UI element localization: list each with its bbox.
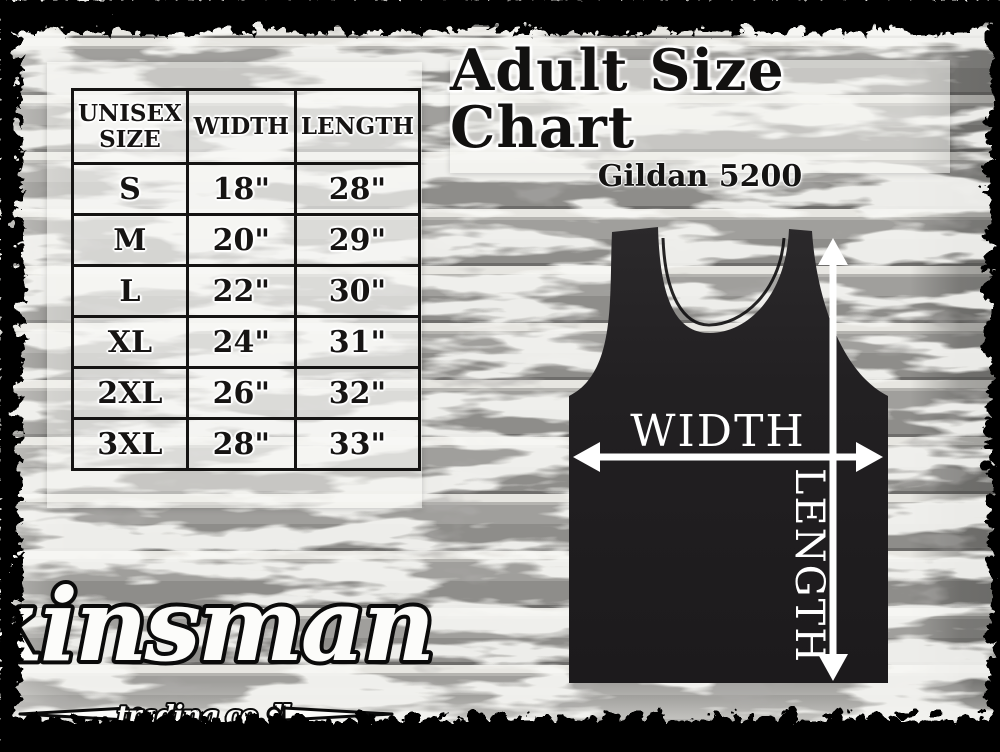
flourish-right-icon <box>266 706 394 722</box>
length-label: LENGTH <box>786 468 832 664</box>
kinsman-logo: kinsman trading co. llc <box>0 562 439 733</box>
brand-wordmark: kinsman <box>0 566 432 684</box>
width-label: WIDTH <box>630 406 806 457</box>
